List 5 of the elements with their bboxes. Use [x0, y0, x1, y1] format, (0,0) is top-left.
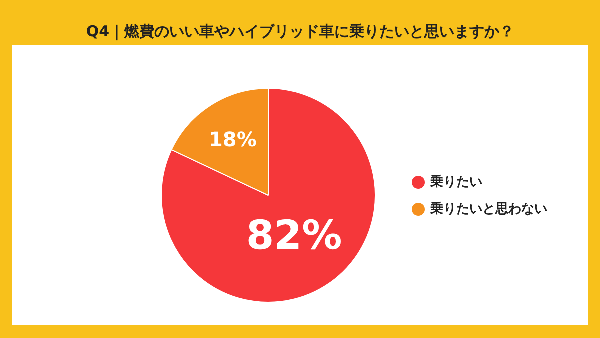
data-label: 82% [246, 213, 342, 260]
legend-label: 乗りたい [430, 174, 482, 190]
chart-title: Q4｜燃費のいい車やハイブリッド車に乗りたいと思いますか？ [86, 22, 515, 42]
legend-label: 乗りたいと思わない [430, 201, 548, 217]
data-label: 18% [209, 127, 257, 152]
